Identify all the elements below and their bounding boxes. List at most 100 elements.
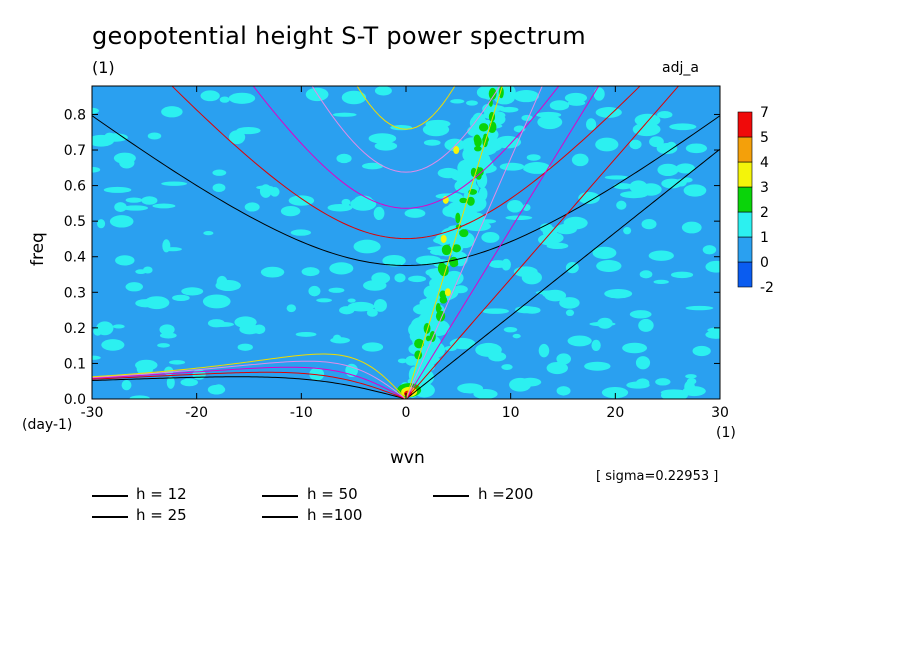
rossby-curve bbox=[92, 353, 407, 399]
spectrum-patch bbox=[523, 306, 541, 314]
spectrum-patch-high bbox=[414, 338, 424, 349]
spectrum-patch bbox=[675, 163, 695, 174]
spectrum-patch bbox=[563, 216, 588, 230]
colorbar-label: 3 bbox=[760, 180, 769, 196]
spectrum-patch bbox=[705, 330, 720, 339]
gravity-curve bbox=[92, 115, 720, 266]
spectrum-patch bbox=[481, 231, 500, 243]
spectrum-patch bbox=[136, 362, 154, 376]
spectrum-patch bbox=[368, 133, 397, 144]
spectrum-patch bbox=[544, 289, 567, 302]
x-axis: -30 -20 -10 0 10 20 30 bbox=[81, 86, 729, 421]
spectrum-patch bbox=[467, 209, 479, 226]
y-tick-label: 0.3 bbox=[64, 285, 86, 301]
spectrum-patch bbox=[649, 136, 664, 148]
y-tick-label: 0.6 bbox=[64, 179, 86, 195]
spectrum-patch bbox=[444, 138, 465, 152]
spectrum-patch bbox=[286, 304, 297, 313]
spectrum-patch bbox=[329, 262, 354, 275]
y-axis-unit: (day-1) bbox=[22, 417, 73, 433]
spectrum-patch bbox=[499, 162, 525, 171]
spectrum-patch bbox=[670, 271, 694, 279]
spectrum-patch-peak bbox=[440, 234, 447, 243]
spectrum-patch bbox=[457, 383, 484, 394]
spectrum-patch bbox=[692, 345, 711, 357]
spectrum-patch bbox=[180, 378, 198, 387]
spectrum-patch bbox=[660, 389, 687, 396]
y-tick-label: 0.0 bbox=[64, 392, 86, 408]
legend-label-h25: h = 25 bbox=[136, 506, 187, 524]
colorbar-label: 0 bbox=[760, 255, 769, 271]
spectrum-patch bbox=[565, 309, 575, 317]
y-axis-label: freq bbox=[28, 232, 48, 266]
x-tick-label: 0 bbox=[402, 405, 411, 421]
spectrum-patch bbox=[308, 285, 321, 297]
x-tick-label: -10 bbox=[290, 405, 313, 421]
colorbar-label: 5 bbox=[760, 130, 769, 146]
spectrum-patch bbox=[347, 301, 375, 312]
spectrum-patch bbox=[157, 343, 170, 348]
spectrum-patch bbox=[373, 206, 385, 221]
colorbar-swatch bbox=[737, 136, 753, 163]
dispersion-curves bbox=[92, 86, 720, 399]
spectrum-patch bbox=[604, 175, 629, 180]
x-tick-label: 30 bbox=[711, 405, 729, 421]
spectrum-patch bbox=[537, 234, 559, 246]
rossby-curve bbox=[92, 371, 408, 399]
spectrum-patch bbox=[503, 326, 518, 333]
spectrum-patch bbox=[102, 133, 128, 142]
spectrum-patch bbox=[539, 223, 553, 233]
y-tick-label: 0.4 bbox=[64, 250, 86, 266]
spectrum-patch bbox=[404, 208, 426, 218]
spectrum-patch bbox=[589, 321, 616, 327]
spectrum-patch bbox=[228, 130, 246, 145]
spectrum-patch bbox=[361, 342, 384, 352]
spectrum-patch bbox=[622, 342, 648, 354]
spectrum-patch bbox=[564, 92, 588, 103]
x-tick-label: 10 bbox=[502, 405, 520, 421]
kelvin-curve bbox=[405, 86, 600, 399]
spectrum-patch bbox=[648, 250, 674, 261]
spectrum-patch bbox=[505, 215, 533, 221]
spectrum-patch-peak bbox=[453, 146, 460, 155]
spectrum-patch bbox=[212, 183, 226, 193]
spectrum-patch bbox=[332, 112, 357, 117]
spectrum-patch bbox=[675, 178, 687, 187]
spectrum-patch-high bbox=[498, 86, 504, 99]
spectrum-patch bbox=[629, 310, 652, 319]
spectrum-patch bbox=[135, 299, 156, 308]
spectrum-patch bbox=[549, 100, 570, 111]
spectrum-patch bbox=[479, 219, 497, 224]
spectrum-patch-high bbox=[476, 167, 484, 177]
spectrum-patch bbox=[620, 191, 648, 199]
spectrum-patch bbox=[657, 111, 673, 119]
spectrum-patch bbox=[475, 159, 488, 168]
spectrum-patch bbox=[327, 203, 353, 212]
spectrum-patch bbox=[681, 221, 702, 234]
sigma-note: [ sigma=0.22953 ] bbox=[596, 469, 719, 484]
spectrum-patch bbox=[295, 331, 317, 337]
colorbar-swatch bbox=[737, 186, 753, 213]
y-tick-label: 0.8 bbox=[64, 107, 86, 123]
spectrum-patch bbox=[632, 122, 661, 137]
rossby-curve bbox=[92, 376, 408, 399]
y-axis: 0.0 0.1 0.2 0.3 0.4 0.5 0.6 0.7 0.8 bbox=[64, 107, 720, 408]
spectrum-patch bbox=[397, 358, 408, 364]
spectrum-patch bbox=[394, 273, 406, 283]
colorbar-label: 4 bbox=[760, 155, 769, 171]
kelvin-curve bbox=[405, 148, 720, 399]
spectrum-patch bbox=[638, 318, 654, 332]
spectrum-patch bbox=[112, 324, 125, 329]
spectrum-patch bbox=[635, 356, 651, 370]
legend-swatch-h12 bbox=[92, 495, 128, 497]
spectrum-patch bbox=[567, 335, 592, 347]
spectrum-patch bbox=[363, 280, 387, 291]
spectrum-patch bbox=[92, 355, 101, 360]
spectrum-patch bbox=[125, 197, 143, 203]
spectrum-patch bbox=[309, 367, 325, 381]
spectrum-patch bbox=[538, 343, 550, 358]
legend-swatch-h25 bbox=[92, 516, 128, 518]
y-tick-label: 0.7 bbox=[64, 143, 86, 159]
spectrum-patch bbox=[141, 196, 158, 205]
spectrum-patch bbox=[181, 287, 204, 296]
